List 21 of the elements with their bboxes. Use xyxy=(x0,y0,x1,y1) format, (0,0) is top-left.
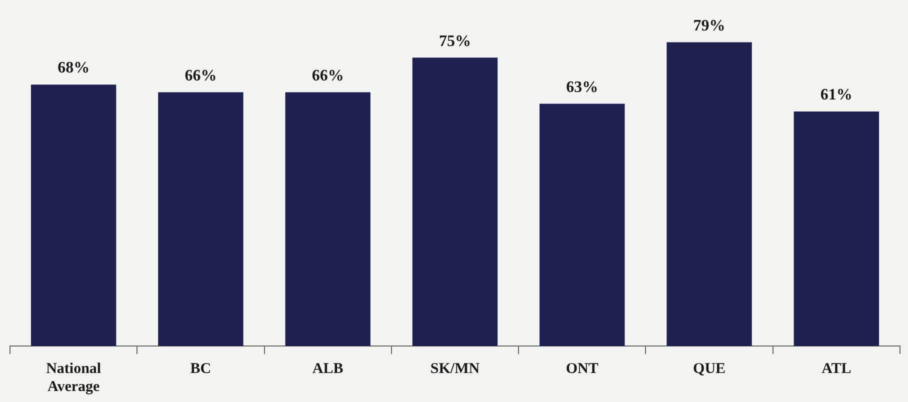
bar xyxy=(412,58,498,346)
data-label: 63% xyxy=(566,78,598,96)
data-label: 66% xyxy=(312,67,344,84)
bar xyxy=(158,92,244,346)
data-label: 79% xyxy=(693,17,726,34)
bar xyxy=(794,111,880,346)
x-tick-label: SK/MN xyxy=(430,360,480,377)
bar xyxy=(285,92,370,346)
x-tick-label: ONT xyxy=(566,360,598,377)
x-tick-label: ALB xyxy=(312,360,344,377)
bar xyxy=(666,42,752,346)
data-label: 61% xyxy=(820,86,852,104)
x-tick-label: ATL xyxy=(822,360,852,377)
data-label: 75% xyxy=(439,32,471,50)
bar xyxy=(540,104,625,346)
x-tick-label: National Average xyxy=(46,360,102,395)
data-label: 68% xyxy=(58,60,90,77)
x-tick-label: QUE xyxy=(693,360,726,377)
data-label: 66% xyxy=(184,67,217,84)
x-tick-label: BC xyxy=(190,360,212,377)
bar xyxy=(30,84,116,346)
